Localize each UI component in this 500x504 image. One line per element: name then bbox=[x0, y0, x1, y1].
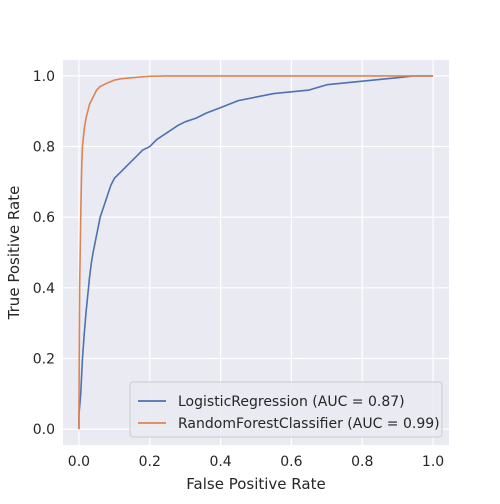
legend: LogisticRegression (AUC = 0.87) RandomFor… bbox=[129, 381, 443, 438]
series-line-0 bbox=[78, 75, 434, 430]
series-lines bbox=[78, 75, 434, 430]
x-tick-labels: 0.0 0.2 0.4 0.6 0.8 1.0 bbox=[68, 454, 444, 470]
y-tick-labels: 0.0 0.2 0.4 0.6 0.8 1.0 bbox=[33, 69, 55, 438]
x-tick-label-4: 0.8 bbox=[351, 454, 373, 470]
x-axis-label: False Positive Rate bbox=[186, 475, 325, 493]
series-line-1 bbox=[78, 75, 434, 430]
x-tick-label-1: 0.2 bbox=[139, 454, 161, 470]
y-tick-label-5: 1.0 bbox=[33, 69, 55, 85]
x-tick-label-5: 1.0 bbox=[422, 454, 444, 470]
plot-background bbox=[63, 60, 449, 445]
legend-box bbox=[129, 381, 443, 438]
y-tick-label-0: 0.0 bbox=[33, 422, 55, 438]
x-tick-label-0: 0.0 bbox=[68, 454, 90, 470]
x-tick-label-2: 0.4 bbox=[209, 454, 231, 470]
y-tick-label-1: 0.2 bbox=[33, 351, 55, 367]
legend-label-1: RandomForestClassifier (AUC = 0.99) bbox=[178, 416, 440, 432]
x-tick-label-3: 0.6 bbox=[280, 454, 302, 470]
y-tick-label-3: 0.6 bbox=[33, 210, 55, 226]
legend-label-0: LogisticRegression (AUC = 0.87) bbox=[178, 394, 405, 410]
y-axis-label: True Positive Rate bbox=[5, 186, 23, 321]
y-tick-label-2: 0.4 bbox=[33, 281, 55, 297]
y-tick-label-4: 0.8 bbox=[33, 140, 55, 156]
grid-lines bbox=[63, 60, 449, 445]
